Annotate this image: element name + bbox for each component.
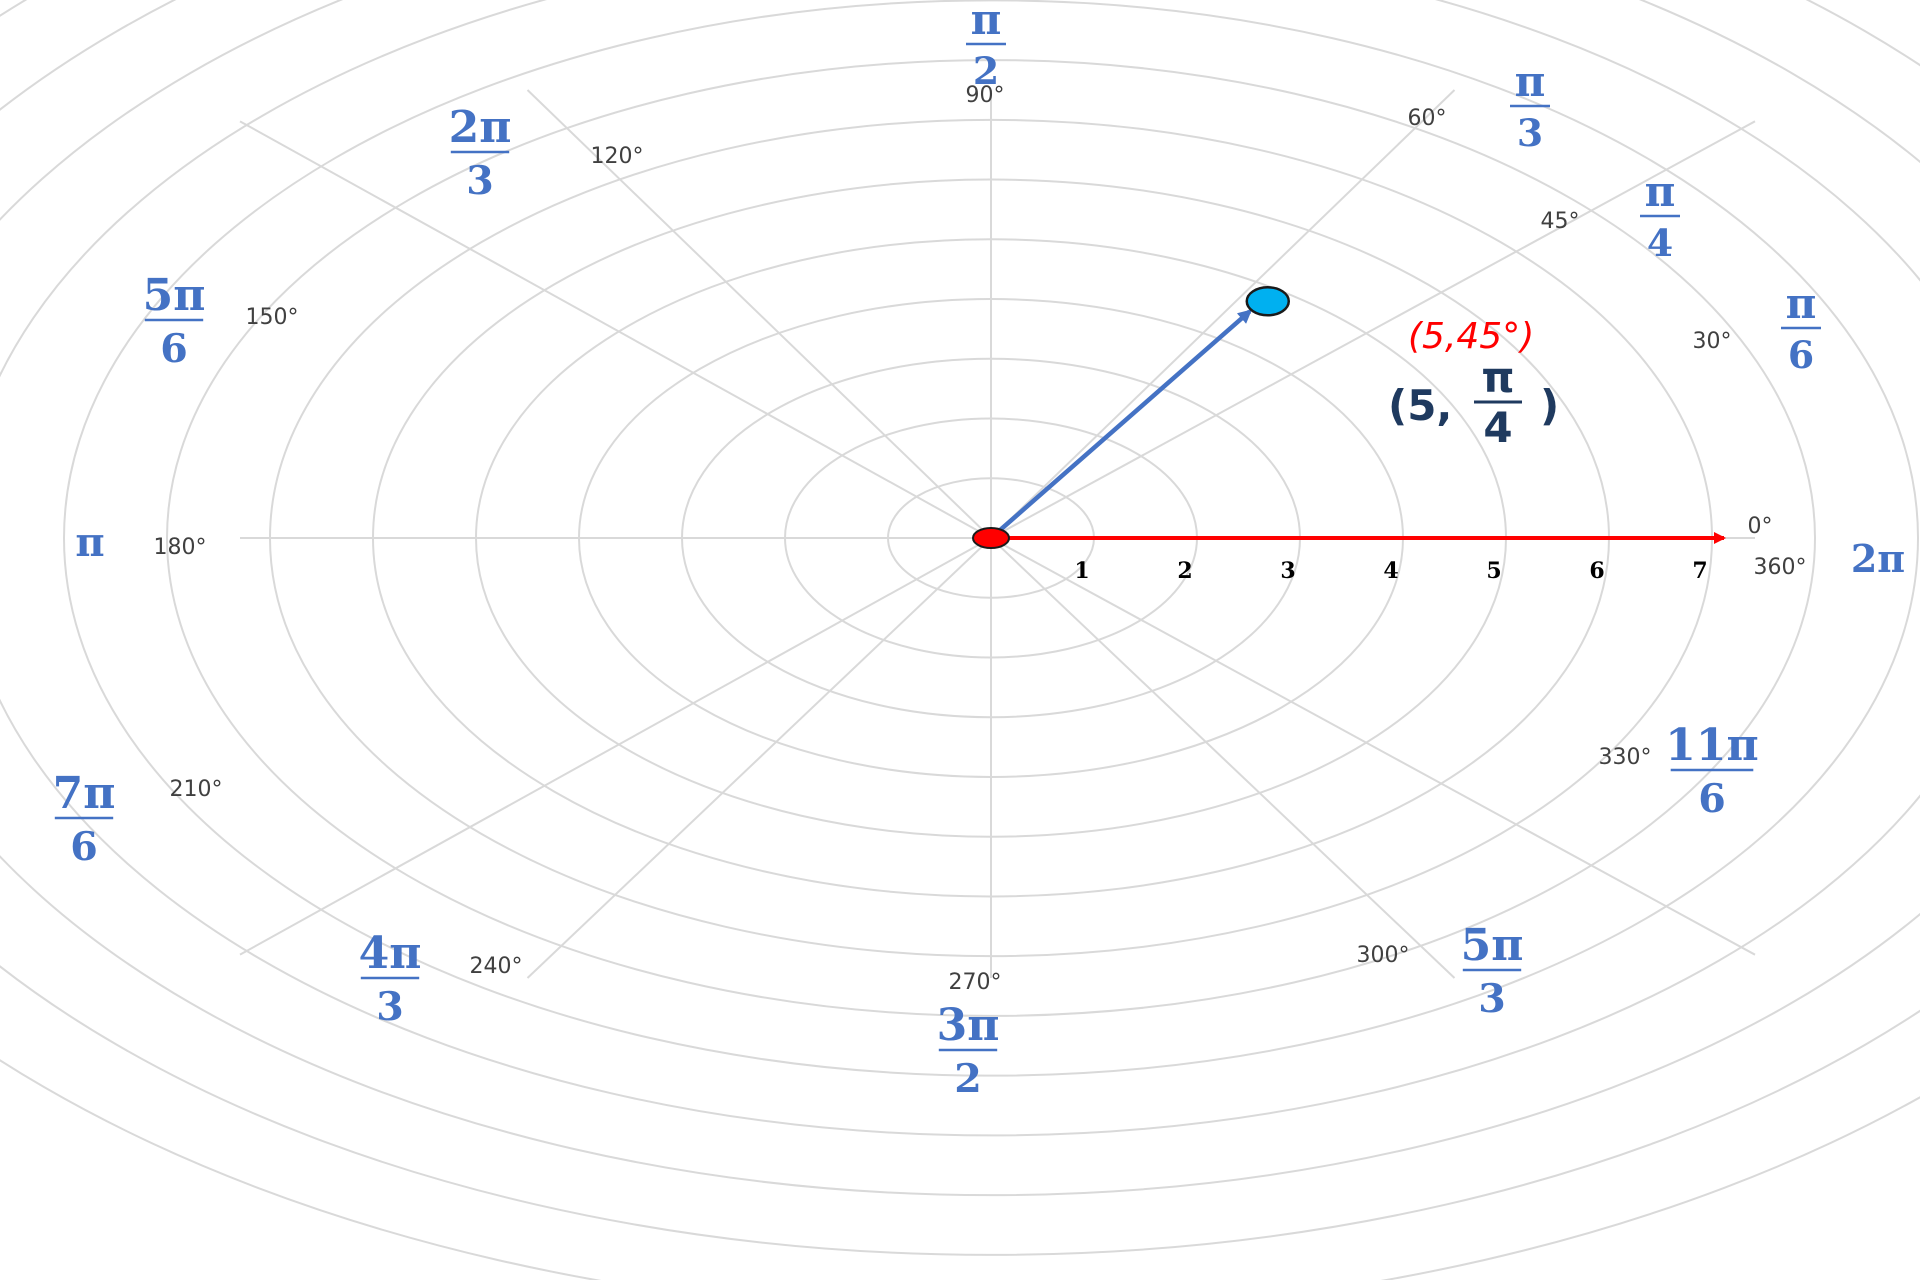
radian-label-denominator: 3 [1517, 111, 1543, 155]
radian-label-360: 2π [1851, 536, 1905, 581]
origin-point [972, 527, 1010, 549]
radial-tick-label: 6 [1589, 558, 1604, 584]
radian-label-denominator: 6 [1698, 776, 1726, 822]
radian-label-denominator: 6 [70, 824, 98, 870]
grid-ring [63, 0, 1919, 1077]
radial-tick-label: 5 [1486, 558, 1501, 584]
radian-label-denominator: 3 [1478, 976, 1506, 1022]
radial-tick-label: 4 [1383, 558, 1398, 584]
point-label-radians-prefix: (5, [1388, 381, 1452, 430]
degree-label-30: 30° [1693, 329, 1732, 354]
position-vector-arrow [989, 309, 1253, 540]
grid-ring [0, 0, 1920, 1137]
radian-label-numerator: π [971, 0, 1002, 44]
point-label-radians-suffix: ) [1540, 381, 1559, 430]
radian-label-numerator: 2π [449, 102, 512, 153]
degree-label-0: 0° [1748, 514, 1773, 539]
radial-tick-label: 2 [1177, 558, 1192, 584]
radian-label-value: π [75, 519, 104, 566]
degree-label-240: 240° [470, 954, 523, 979]
plotted-point [1245, 286, 1291, 317]
grid-spoke [990, 89, 1456, 539]
grid-spoke [526, 537, 992, 979]
radian-label-120: 2π3 [449, 102, 512, 204]
radian-label-210: 7π6 [53, 768, 116, 870]
grid-ring [166, 59, 1816, 1017]
degree-label-330: 330° [1599, 745, 1652, 770]
grid-spoke [990, 537, 1456, 979]
point-label-radians-denominator: 4 [1483, 403, 1512, 452]
grid-spoke [239, 537, 992, 956]
point-label-radians: (5, π 4 ) [1388, 353, 1559, 452]
degree-label-120: 120° [591, 144, 644, 169]
radian-label-270: 3π2 [937, 1000, 1000, 1102]
radial-tick-label: 1 [1074, 558, 1089, 584]
radian-label-numerator: π [1645, 167, 1676, 216]
degree-labels: 0° 30° 45° 60° 90° 120° 150° 180° 210° 240° 270° 30… [154, 83, 1807, 995]
radian-label-numerator: 5π [143, 270, 206, 321]
radial-tick-label: 3 [1280, 558, 1295, 584]
radian-label-denominator: 4 [1647, 221, 1673, 265]
radian-label-240: 4π3 [359, 928, 422, 1030]
radian-label-300: 5π3 [1461, 920, 1524, 1022]
radial-tick-label: 7 [1692, 558, 1707, 584]
radian-label-30: π6 [1781, 279, 1821, 377]
radian-label-numerator: 4π [359, 928, 422, 979]
grid-ring [0, 0, 1920, 1256]
radian-label-denominator: 2 [973, 49, 999, 93]
degree-label-150: 150° [246, 305, 299, 330]
degree-label-360: 360° [1754, 555, 1807, 580]
grid-spoke [990, 537, 1756, 956]
point-label-radians-numerator: π [1481, 353, 1514, 402]
degree-label-270: 270° [949, 970, 1002, 995]
grid-spoke [990, 120, 1756, 539]
radian-label-90: π2 [966, 0, 1006, 93]
grid-spoke [239, 120, 992, 539]
radian-label-denominator: 2 [954, 1056, 982, 1102]
degree-label-60: 60° [1408, 106, 1447, 131]
degree-label-90: 90° [966, 83, 1005, 108]
radian-label-denominator: 3 [376, 984, 404, 1030]
radian-label-60: π3 [1510, 57, 1550, 155]
radian-label-numerator: 3π [937, 1000, 1000, 1051]
radian-label-denominator: 3 [466, 158, 494, 204]
radian-label-denominator: 6 [160, 326, 188, 372]
degree-label-300: 300° [1357, 943, 1410, 968]
radian-label-numerator: π [1515, 57, 1546, 106]
degree-label-210: 210° [170, 777, 223, 802]
degree-label-45: 45° [1541, 209, 1580, 234]
point-label-degrees: (5,45°) [1408, 316, 1534, 357]
radian-label-numerator: 5π [1461, 920, 1524, 971]
radian-label-value: 2π [1851, 536, 1905, 581]
degree-label-180: 180° [154, 535, 207, 560]
radian-label-denominator: 6 [1788, 333, 1814, 377]
radial-tick-labels: 1 2 3 4 5 6 7 [1074, 558, 1707, 584]
radian-label-numerator: 11π [1665, 720, 1758, 771]
radian-label-numerator: π [1786, 279, 1817, 328]
radian-label-numerator: 7π [53, 768, 116, 819]
grid-spoke [526, 89, 992, 539]
grid-ring [0, 0, 1920, 1196]
radian-label-45: π4 [1640, 167, 1680, 265]
radian-label-180: π [75, 519, 104, 566]
radian-label-150: 5π6 [143, 270, 206, 372]
